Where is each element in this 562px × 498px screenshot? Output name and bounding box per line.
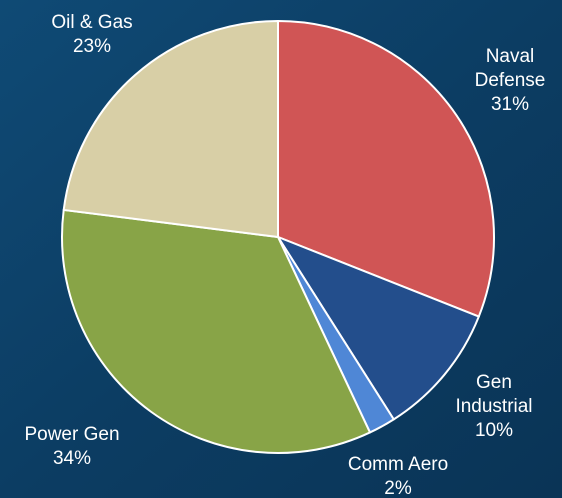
- slice-percent-label: 23%: [73, 36, 111, 57]
- pie-label-gen-industrial: Gen Industrial 10%: [455, 372, 532, 441]
- pie-label-power-gen: Power Gen 34%: [24, 424, 119, 469]
- pie-slice-gen-industrial: [277, 236, 480, 421]
- slice-name-label: Comm Aero: [348, 454, 448, 475]
- pie-labels: Naval Defense 31% Gen Industrial 10% Comm Aero…: [24, 12, 545, 498]
- slice-name-label: Power Gen: [24, 424, 119, 445]
- slice-name-label: Oil & Gas: [51, 12, 132, 33]
- pie-slice-oil-gas: [62, 20, 279, 238]
- slice-percent-label: 2%: [384, 478, 412, 498]
- pie-label-comm-aero: Comm Aero 2%: [348, 454, 448, 498]
- slice-percent-label: 34%: [53, 448, 91, 469]
- slice-name-label: Industrial: [455, 396, 532, 417]
- slice-name-label: Gen: [476, 372, 512, 393]
- pie-label-naval-defense: Naval Defense 31%: [475, 46, 546, 115]
- slice-percent-label: 31%: [491, 94, 529, 115]
- pie-label-oil-gas: Oil & Gas 23%: [51, 12, 132, 57]
- pie-slice-power-gen: [61, 208, 371, 454]
- slice-name-label: Defense: [475, 70, 546, 91]
- slice-percent-label: 10%: [475, 420, 513, 441]
- slice-name-label: Naval: [486, 46, 535, 67]
- pie-slice-naval-defense: [277, 20, 495, 318]
- pie-slices: [61, 20, 495, 454]
